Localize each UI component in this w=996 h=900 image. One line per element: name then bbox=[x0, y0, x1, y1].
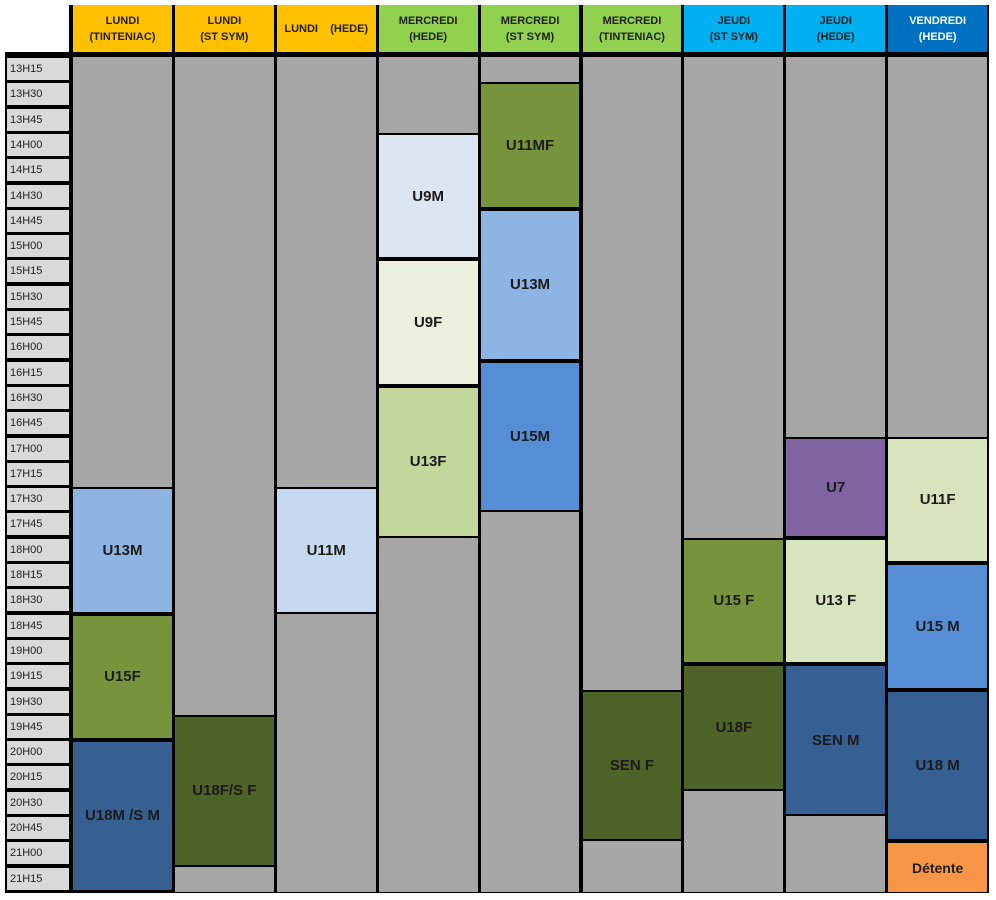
header-day: MERCREDI bbox=[500, 14, 560, 27]
time-slot: 18H30 bbox=[7, 589, 69, 612]
day-column-6: U15 F U18F bbox=[684, 57, 784, 892]
day-column-7: U7 U13 F SEN M bbox=[786, 57, 886, 892]
schedule-grid: LUNDI (TINTENIAC) LUNDI (ST SYM) LUNDI (HEDE… bbox=[5, 5, 989, 893]
session-block[interactable]: SEN F bbox=[582, 689, 682, 842]
session-block[interactable]: U15 M bbox=[888, 563, 988, 690]
header-place: (TINTENIAC) bbox=[598, 30, 665, 43]
time-slot: 19H15 bbox=[7, 665, 69, 688]
time-slot: 21H15 bbox=[7, 867, 69, 890]
time-slot: 16H30 bbox=[7, 386, 69, 409]
session-block[interactable]: U13 F bbox=[786, 537, 886, 665]
session-block[interactable]: U11M bbox=[276, 487, 376, 614]
header-day: JEUDI bbox=[717, 14, 751, 27]
session-block[interactable]: U13M bbox=[480, 208, 580, 361]
time-slot: 16H15 bbox=[7, 361, 69, 384]
day-column-1: U18F/S F bbox=[174, 57, 274, 892]
time-slot: 14H30 bbox=[7, 184, 69, 207]
session-block[interactable]: U18F bbox=[684, 664, 784, 791]
header-day: VENDREDI bbox=[909, 14, 967, 27]
time-slot: 14H45 bbox=[7, 209, 69, 232]
time-slot: 13H15 bbox=[7, 58, 69, 80]
time-slot: 17H15 bbox=[7, 462, 69, 485]
corner-cell bbox=[5, 5, 69, 52]
session-block[interactable]: U13F bbox=[378, 385, 478, 538]
time-slot: 14H00 bbox=[7, 133, 69, 156]
session-block[interactable]: U18 M bbox=[888, 689, 988, 842]
session-block[interactable]: U9M bbox=[378, 132, 478, 260]
header-6: JEUDI (ST SYM) bbox=[684, 5, 784, 52]
day-column-5: SEN F bbox=[582, 57, 682, 892]
header-day: MERCREDI bbox=[398, 14, 458, 27]
time-slot: 16H45 bbox=[7, 412, 69, 435]
time-slot: 13H30 bbox=[7, 83, 69, 106]
header-0: LUNDI (TINTENIAC) bbox=[73, 5, 172, 52]
header-day: MERCREDI bbox=[602, 14, 662, 27]
header-place: (TINTENIAC) bbox=[89, 30, 156, 43]
session-block[interactable]: U18M /S M bbox=[73, 740, 172, 892]
header-8: VENDREDI (HEDE) bbox=[888, 5, 988, 52]
session-block[interactable]: SEN M bbox=[786, 664, 886, 816]
day-column-0: U13M U15F U18M /S M bbox=[73, 57, 172, 892]
time-slot: 19H45 bbox=[7, 715, 69, 738]
session-block[interactable]: U13M bbox=[73, 487, 172, 614]
time-slot: 17H00 bbox=[7, 437, 69, 460]
header-place: (HEDE) bbox=[409, 30, 448, 43]
session-block[interactable]: U15F bbox=[73, 613, 172, 741]
header-day: LUNDI (HEDE) bbox=[284, 22, 369, 35]
session-block[interactable]: U9F bbox=[378, 259, 478, 386]
day-column-2: U11M bbox=[276, 57, 376, 892]
session-block[interactable]: Détente bbox=[888, 841, 988, 892]
time-slot: 17H45 bbox=[7, 513, 69, 536]
header-day: LUNDI bbox=[207, 14, 242, 27]
time-slot: 20H30 bbox=[7, 791, 69, 814]
session-block[interactable]: U11F bbox=[888, 436, 988, 563]
header-5: MERCREDI (TINTENIAC) bbox=[582, 5, 682, 52]
time-slot: 20H00 bbox=[7, 741, 69, 764]
header-place: (HEDE) bbox=[816, 30, 855, 43]
header-place: (ST SYM) bbox=[200, 30, 249, 43]
time-slot: 19H30 bbox=[7, 690, 69, 713]
day-column-3: U9M U9F U13F bbox=[378, 57, 478, 892]
header-2: LUNDI (HEDE) bbox=[276, 5, 376, 52]
day-column-4: U11MF U13M U15M bbox=[480, 57, 580, 892]
header-place: (ST SYM) bbox=[709, 30, 758, 43]
time-slot: 15H00 bbox=[7, 235, 69, 258]
time-slot: 20H15 bbox=[7, 766, 69, 789]
time-slot: 20H45 bbox=[7, 817, 69, 839]
time-slot: 19H00 bbox=[7, 639, 69, 662]
time-slot: 18H00 bbox=[7, 538, 69, 561]
session-block[interactable]: U11MF bbox=[480, 82, 580, 209]
header-7: JEUDI (HEDE) bbox=[786, 5, 886, 52]
time-slot: 15H45 bbox=[7, 311, 69, 333]
header-day: LUNDI bbox=[105, 14, 140, 27]
time-slot: 15H15 bbox=[7, 260, 69, 283]
header-1: LUNDI (ST SYM) bbox=[174, 5, 274, 52]
day-column-8: U11F U15 M U18 M Détente bbox=[888, 57, 988, 892]
header-3: MERCREDI (HEDE) bbox=[378, 5, 478, 52]
time-slot: 18H45 bbox=[7, 614, 69, 637]
session-block[interactable]: U7 bbox=[786, 436, 886, 538]
header-place: (HEDE) bbox=[918, 30, 957, 43]
session-block[interactable]: U15M bbox=[480, 360, 580, 513]
header-4: MERCREDI (ST SYM) bbox=[480, 5, 580, 52]
time-slot: 14H15 bbox=[7, 159, 69, 182]
header-place: (ST SYM) bbox=[505, 30, 555, 43]
header-day: JEUDI bbox=[819, 14, 852, 27]
time-slot: 16H00 bbox=[7, 336, 69, 359]
time-slot: 21H00 bbox=[7, 842, 69, 865]
time-slot: 15H30 bbox=[7, 285, 69, 308]
time-slot: 17H30 bbox=[7, 488, 69, 511]
session-block[interactable]: U15 F bbox=[684, 537, 784, 665]
time-slot: 13H45 bbox=[7, 108, 69, 131]
time-slot: 18H15 bbox=[7, 564, 69, 586]
session-block[interactable]: U18F/S F bbox=[174, 714, 274, 867]
